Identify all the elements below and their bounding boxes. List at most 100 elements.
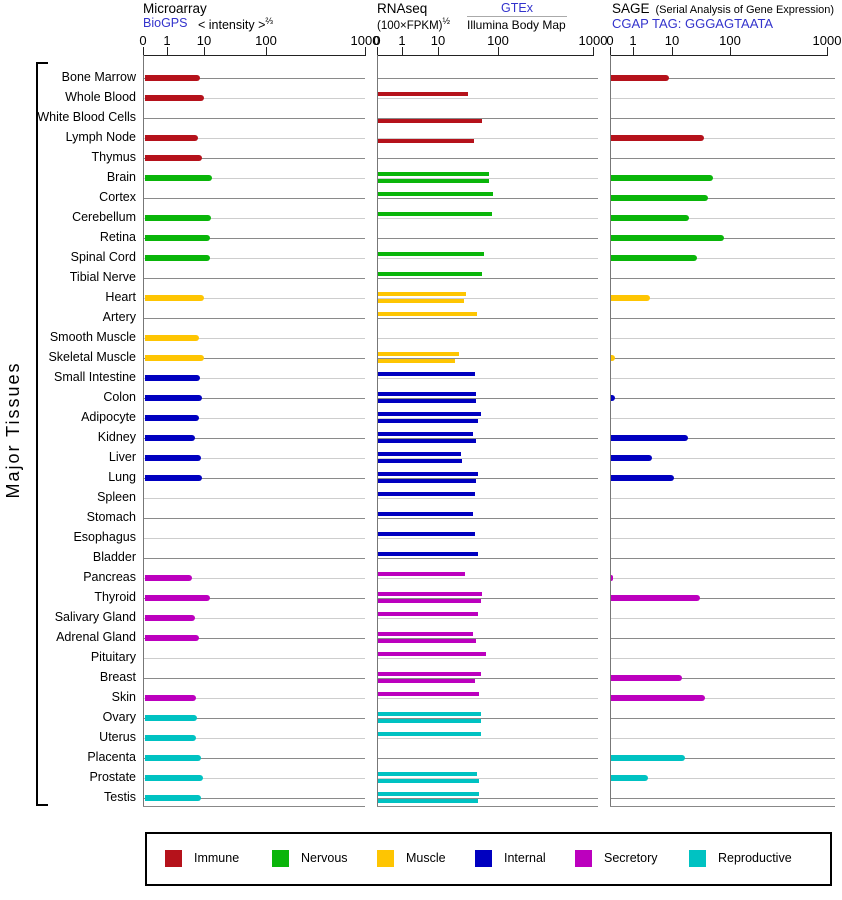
bar-microarray (145, 235, 210, 241)
bar-microarray (145, 595, 210, 601)
tissue-label: Retina (99, 230, 136, 244)
row-baseline (378, 678, 598, 679)
tissue-label: Smooth Muscle (49, 330, 136, 344)
row-baseline (144, 798, 365, 799)
row-baseline (611, 138, 835, 139)
panel-bottom-border-rnaseq (377, 806, 598, 807)
bar-microarray (145, 475, 202, 481)
legend-swatch-internal (475, 850, 492, 867)
tissue-label: Testis (104, 790, 136, 804)
bar-microarray (145, 175, 212, 181)
bar-rnaseq-illumina (378, 439, 476, 443)
row-baseline (378, 658, 598, 659)
bar-rnaseq-gtex (378, 572, 465, 576)
row-baseline (611, 278, 835, 279)
bar-sage (611, 295, 650, 301)
axis-tick (672, 47, 673, 55)
row-baseline (378, 758, 598, 759)
row-baseline (378, 198, 598, 199)
tissue-label: Spleen (97, 490, 136, 504)
tissue-label: Heart (105, 290, 136, 304)
tissue-label: Pituitary (90, 650, 136, 664)
biogps-link[interactable]: BioGPS (143, 16, 188, 30)
row-baseline (144, 558, 365, 559)
rnaseq-panel-title: RNAseq (377, 1, 428, 16)
tissue-bracket-bottom-arm (36, 804, 48, 806)
row-baseline (378, 558, 598, 559)
tissue-label: Kidney (97, 430, 136, 444)
sage-subtitle: (Serial Analysis of Gene Expression) (655, 4, 835, 16)
gtex-link[interactable]: GTEx (467, 1, 567, 17)
row-baseline (378, 118, 598, 119)
bar-rnaseq-gtex (378, 272, 482, 276)
bar-microarray (145, 335, 199, 341)
row-baseline (144, 618, 365, 619)
bar-rnaseq-gtex (378, 372, 475, 376)
legend-label-reproductive: Reproductive (718, 851, 792, 865)
row-baseline (611, 658, 835, 659)
row-baseline (378, 778, 598, 779)
bar-microarray (145, 295, 204, 301)
bar-sage (611, 595, 700, 601)
row-baseline (611, 618, 835, 619)
bar-rnaseq-gtex (378, 292, 466, 296)
bar-microarray (145, 795, 201, 801)
tissue-label: Thymus (91, 150, 136, 164)
row-baseline (611, 178, 835, 179)
axis-tick (377, 47, 378, 55)
row-baseline (611, 718, 835, 719)
bar-microarray (145, 435, 195, 441)
row-baseline (378, 638, 598, 639)
row-baseline (144, 518, 365, 519)
bar-rnaseq-illumina (378, 399, 476, 403)
axis-tick (498, 47, 499, 55)
bar-sage (611, 775, 648, 781)
bar-sage (611, 175, 713, 181)
cgap-tag-link[interactable]: CGAP TAG: GGGAGTAATA (612, 16, 774, 31)
tissue-label: Pancreas (83, 570, 136, 584)
row-baseline (611, 458, 835, 459)
microarray-panel-title: Microarray (143, 1, 207, 16)
bar-rnaseq-illumina (378, 719, 481, 723)
axis-tick (167, 47, 168, 55)
row-baseline (378, 138, 598, 139)
legend-label-nervous: Nervous (301, 851, 348, 865)
microarray-scale-exponent: ⅔ (265, 16, 273, 26)
row-baseline (611, 738, 835, 739)
axis-tick-label: 0 (606, 33, 614, 48)
bar-sage (611, 395, 615, 401)
row-baseline (378, 158, 598, 159)
tissue-label: Colon (103, 390, 136, 404)
bar-rnaseq-illumina (378, 599, 481, 603)
bar-microarray (145, 75, 200, 81)
axis-tick-label: 0 (373, 33, 381, 48)
bar-rnaseq-illumina (378, 299, 464, 303)
tissue-label: Lymph Node (65, 130, 136, 144)
bar-rnaseq-illumina (378, 799, 478, 803)
bar-rnaseq-gtex (378, 532, 475, 536)
bar-sage (611, 255, 697, 261)
tissue-label: Breast (99, 670, 136, 684)
tissue-label: Placenta (87, 750, 136, 764)
row-baseline (378, 98, 598, 99)
row-baseline (378, 578, 598, 579)
legend-box: Immune Nervous Muscle Internal Secretory Repr… (145, 832, 832, 886)
bar-sage (611, 575, 613, 581)
row-baseline (144, 778, 365, 779)
row-baseline (378, 298, 598, 299)
row-baseline (144, 398, 365, 399)
row-baseline (378, 598, 598, 599)
axis-tick-label: 1000 (350, 33, 380, 48)
tissue-label: Thyroid (94, 590, 136, 604)
bar-rnaseq-gtex (378, 392, 476, 396)
legend-swatch-immune (165, 850, 182, 867)
bar-microarray (145, 455, 201, 461)
axis-tick-label: 100 (719, 33, 741, 48)
row-baseline (144, 578, 365, 579)
sage-panel-title: SAGE (612, 1, 650, 16)
row-baseline (144, 98, 365, 99)
row-baseline (144, 118, 365, 119)
row-baseline (611, 118, 835, 119)
row-baseline (611, 318, 835, 319)
axis-tick (402, 47, 403, 55)
